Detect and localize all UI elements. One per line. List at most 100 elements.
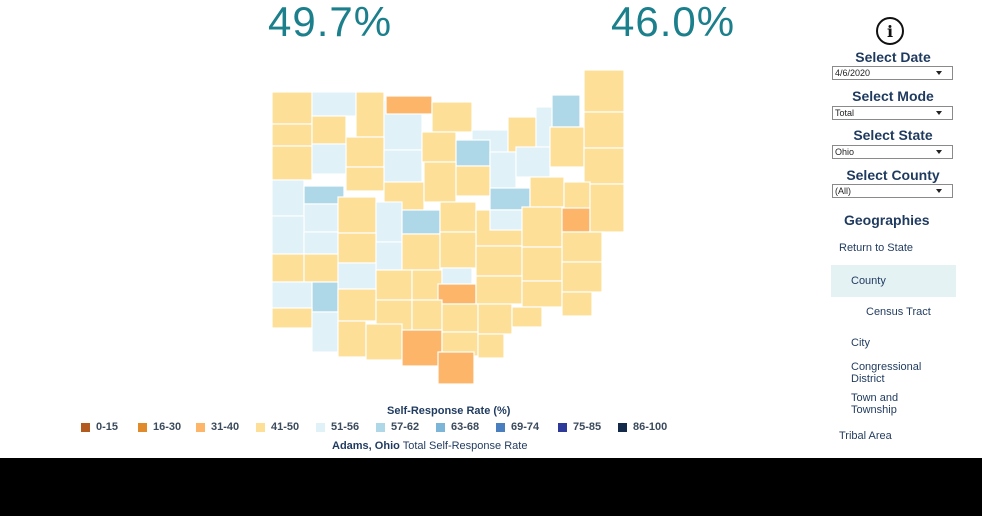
county[interactable] — [337, 232, 377, 264]
county[interactable] — [271, 281, 313, 309]
geo-town-and-township[interactable]: Town and Township — [851, 392, 899, 416]
county[interactable] — [421, 131, 457, 163]
county[interactable] — [337, 262, 377, 290]
county[interactable] — [271, 123, 313, 147]
county[interactable] — [561, 291, 593, 317]
county[interactable] — [431, 101, 473, 133]
geographies-title: Geographies — [844, 212, 930, 228]
county[interactable] — [355, 91, 385, 138]
county[interactable] — [551, 94, 581, 128]
county[interactable] — [515, 146, 551, 178]
legend-item-31-40[interactable]: 31-40 — [196, 421, 256, 433]
county[interactable] — [455, 165, 491, 197]
county[interactable] — [521, 246, 563, 282]
county[interactable] — [401, 329, 443, 367]
legend-swatch — [376, 422, 385, 432]
county[interactable] — [385, 95, 433, 115]
county[interactable] — [441, 303, 479, 333]
county[interactable] — [439, 201, 477, 233]
info-icon[interactable]: i — [876, 17, 904, 45]
geo-census-tract[interactable]: Census Tract — [866, 306, 931, 318]
county[interactable] — [311, 281, 339, 313]
geo-tribal-area[interactable]: Tribal Area — [839, 430, 892, 442]
county[interactable] — [411, 269, 443, 301]
county[interactable] — [383, 149, 423, 183]
county[interactable] — [521, 280, 563, 308]
county[interactable] — [437, 283, 477, 305]
legend-item-63-68[interactable]: 63-68 — [436, 421, 496, 433]
county[interactable] — [375, 269, 413, 301]
county[interactable] — [583, 111, 625, 149]
county[interactable] — [365, 323, 403, 361]
county[interactable] — [549, 126, 585, 168]
county[interactable] — [401, 233, 441, 271]
state-response-rate: 49.7% — [268, 0, 393, 45]
geo-city[interactable]: City — [851, 337, 870, 349]
county[interactable] — [401, 209, 441, 235]
selected-county-caption: Adams, Ohio Total Self-Response Rate — [332, 440, 527, 452]
geo-return-to-state[interactable]: Return to State — [839, 242, 913, 254]
ohio-county-map[interactable] — [262, 62, 632, 392]
legend-item-41-50[interactable]: 41-50 — [256, 421, 316, 433]
geo-congressional-district[interactable]: Congressional District — [851, 361, 922, 385]
county[interactable] — [311, 143, 347, 175]
legend-item-86-100[interactable]: 86-100 — [618, 421, 678, 433]
county[interactable] — [375, 241, 403, 271]
select-mode-dropdown[interactable]: Total — [832, 106, 953, 120]
county[interactable] — [477, 303, 513, 335]
county[interactable] — [455, 139, 491, 167]
county[interactable] — [303, 253, 339, 283]
county[interactable] — [311, 311, 339, 353]
county[interactable] — [475, 275, 523, 305]
county[interactable] — [337, 288, 377, 322]
county[interactable] — [511, 306, 543, 328]
county[interactable] — [563, 181, 591, 213]
county[interactable] — [337, 196, 377, 234]
county[interactable] — [561, 231, 603, 263]
county[interactable] — [589, 183, 625, 233]
county[interactable] — [337, 320, 367, 358]
select-county-dropdown[interactable]: (All) — [832, 184, 953, 198]
county[interactable] — [489, 209, 527, 231]
county[interactable] — [311, 91, 357, 117]
county[interactable] — [345, 166, 385, 192]
legend-item-51-56[interactable]: 51-56 — [316, 421, 376, 433]
geo-county-selected-bg[interactable] — [831, 265, 956, 297]
legend-swatch — [558, 422, 567, 432]
county[interactable] — [271, 145, 313, 181]
county[interactable] — [559, 207, 591, 233]
county[interactable] — [303, 203, 339, 233]
legend-label: 75-85 — [573, 421, 602, 433]
black-bar — [0, 458, 982, 516]
county[interactable] — [529, 176, 565, 208]
legend-item-0-15[interactable]: 0-15 — [81, 421, 138, 433]
geo-county[interactable]: County — [851, 275, 886, 287]
county[interactable] — [489, 151, 517, 189]
county[interactable] — [375, 201, 403, 243]
county[interactable] — [475, 245, 523, 277]
county[interactable] — [583, 69, 625, 113]
legend-item-57-62[interactable]: 57-62 — [376, 421, 436, 433]
county[interactable] — [311, 115, 347, 145]
county[interactable] — [583, 147, 625, 185]
county[interactable] — [303, 231, 339, 255]
county[interactable] — [477, 333, 505, 359]
county[interactable] — [423, 161, 457, 203]
county[interactable] — [271, 307, 313, 329]
select-date-dropdown[interactable]: 4/6/2020 — [832, 66, 953, 80]
legend-item-75-85[interactable]: 75-85 — [558, 421, 618, 433]
county[interactable] — [271, 253, 305, 283]
county[interactable] — [561, 261, 603, 293]
legend-item-16-30[interactable]: 16-30 — [138, 421, 196, 433]
county[interactable] — [345, 136, 385, 168]
county[interactable] — [521, 206, 563, 248]
county[interactable] — [439, 231, 477, 269]
selected-county-name: Adams, Ohio — [332, 440, 400, 452]
legend-item-69-74[interactable]: 69-74 — [496, 421, 558, 433]
county[interactable] — [411, 299, 443, 331]
select-state-dropdown[interactable]: Ohio — [832, 145, 953, 159]
county[interactable] — [271, 215, 305, 255]
county[interactable] — [271, 91, 313, 125]
county[interactable] — [271, 179, 305, 217]
county[interactable] — [437, 351, 475, 385]
